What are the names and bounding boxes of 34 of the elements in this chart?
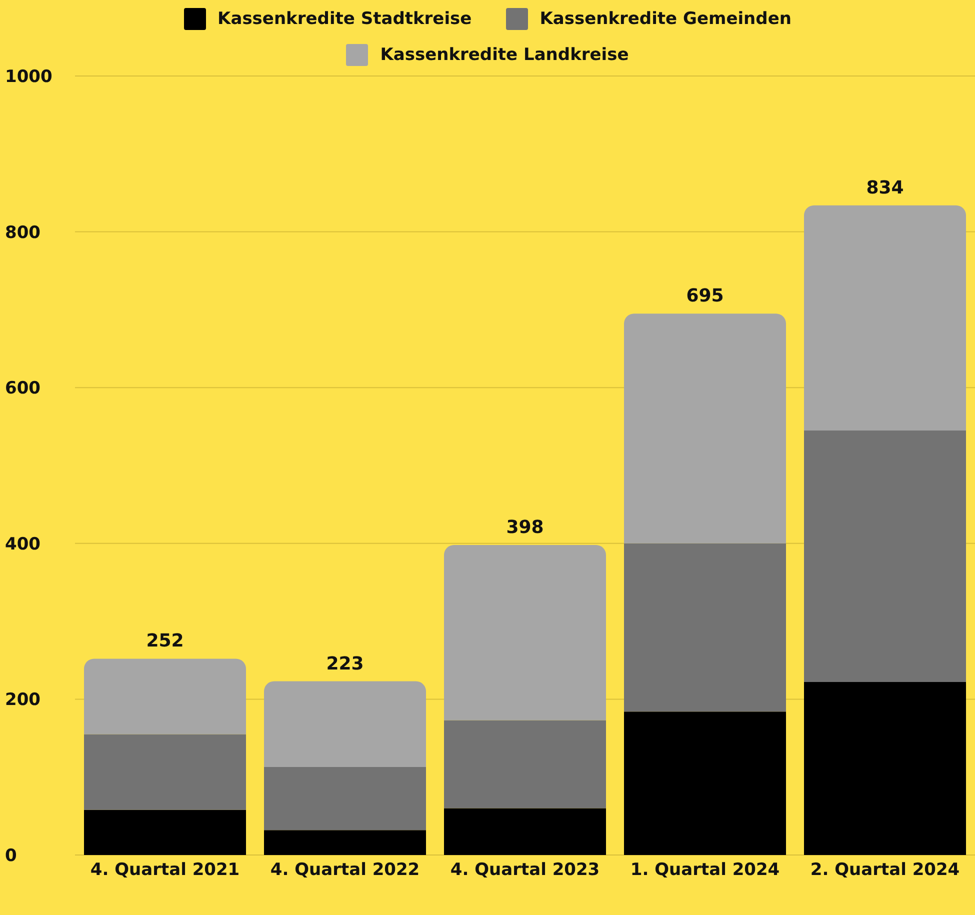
y-tick-label: 800 — [5, 222, 41, 243]
total-label: 398 — [506, 516, 544, 538]
y-tick-label: 400 — [5, 534, 41, 554]
legend-label: Kassenkredite Stadtkreise — [218, 9, 472, 29]
total-label: 695 — [686, 286, 724, 307]
bar — [84, 658, 246, 734]
bar — [624, 543, 786, 712]
bar — [624, 314, 786, 544]
total-label: 223 — [326, 653, 364, 674]
total-label: 252 — [146, 630, 184, 652]
x-tick-label: 1. Quartal 2024 — [630, 860, 780, 880]
bar — [84, 734, 246, 810]
x-tick-label: 4. Quartal 2023 — [450, 860, 600, 880]
y-tick-label: 1000 — [5, 67, 52, 88]
bar — [444, 808, 606, 855]
y-tick-label: 600 — [5, 378, 41, 399]
x-tick-label: 4. Quartal 2022 — [270, 860, 420, 880]
legend-label: Kassenkredite Gemeinden — [540, 9, 792, 29]
bar — [804, 205, 966, 430]
y-tick-label: 200 — [5, 690, 41, 710]
bar — [264, 830, 426, 855]
y-tick-label: 0 — [5, 846, 17, 866]
bar — [624, 712, 786, 855]
bar — [444, 720, 606, 808]
bar — [264, 681, 426, 767]
bar — [804, 430, 966, 682]
total-label: 834 — [866, 177, 904, 198]
bar — [84, 810, 246, 855]
bar — [264, 766, 426, 830]
bar — [804, 682, 966, 855]
x-tick-label: 4. Quartal 2021 — [90, 860, 240, 880]
x-tick-label: 2. Quartal 2024 — [810, 860, 960, 880]
legend-label: Kassenkredite Landkreise — [380, 45, 629, 65]
bar — [444, 544, 606, 720]
